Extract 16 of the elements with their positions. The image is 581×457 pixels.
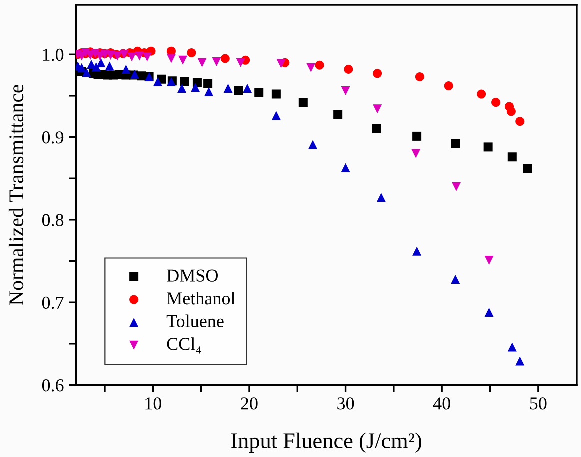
y-axis-title: Normalized Transmittance <box>8 85 24 306</box>
y-tick-label: 0.9 <box>42 132 64 144</box>
x-tick-label: 50 <box>530 398 547 410</box>
legend-label: DMSO <box>167 270 218 282</box>
y-tick-label: 0.6 <box>42 380 64 392</box>
y-tick-label: 1.0 <box>43 48 64 62</box>
legend-label: Methanol <box>167 292 236 305</box>
x-tick-label: 40 <box>433 398 450 410</box>
x-axis-title: Input Fluence (J/cm²) <box>231 432 422 454</box>
legend-label: CCl₄ <box>167 338 202 354</box>
x-tick-label: 10 <box>146 398 162 410</box>
legend-label: Toluene <box>166 314 224 328</box>
y-tick-label: 0.8 <box>42 214 64 226</box>
x-tick-label: 20 <box>241 398 258 410</box>
x-tick-label: 30 <box>338 398 354 410</box>
y-tick-label: 0.7 <box>42 296 64 310</box>
